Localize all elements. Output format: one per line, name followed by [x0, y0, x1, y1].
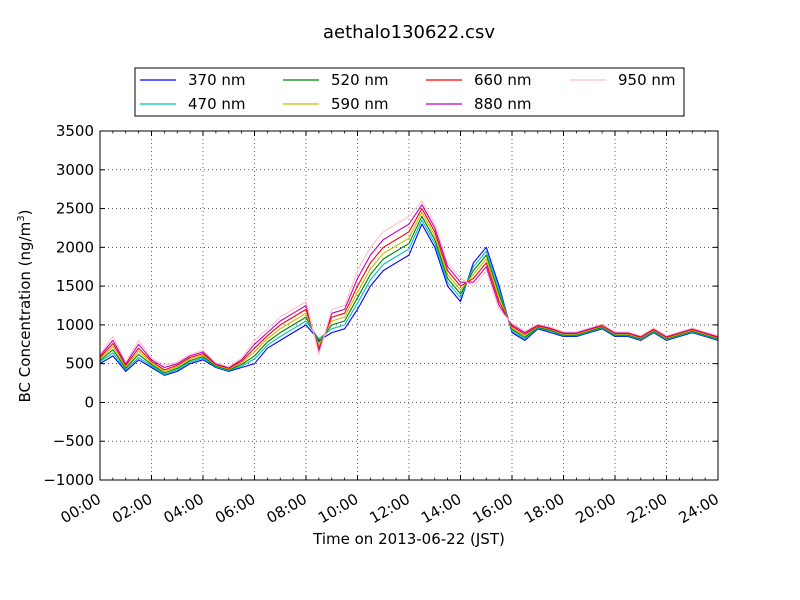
x-tick-label: 24:00 [676, 490, 722, 527]
legend-label: 880 nm [474, 95, 532, 113]
series-line [99, 211, 719, 372]
legend-label: 950 nm [618, 71, 676, 89]
legend-label: 370 nm [188, 71, 246, 89]
x-tick-label: 20:00 [573, 490, 619, 527]
x-tick-label: 22:00 [624, 490, 670, 527]
grid [99, 130, 719, 481]
y-tick-label: 1000 [56, 316, 94, 334]
legend-label: 590 nm [331, 95, 389, 113]
x-tick-label: 16:00 [470, 490, 516, 527]
x-tick-label: 06:00 [212, 490, 258, 527]
y-tick-label: 1500 [56, 277, 94, 295]
y-tick-label: −1000 [43, 471, 94, 489]
x-tick-label: 12:00 [367, 490, 413, 527]
legend-label: 660 nm [474, 71, 532, 89]
y-axis-ticks: −1000 −500 0 500 1000 1500 2000 2500 3000 3500 [43, 122, 718, 489]
y-axis-label-superscript: 3 [16, 215, 27, 221]
x-tick-label: 14:00 [418, 490, 464, 527]
series-layer [99, 200, 719, 376]
series-line [99, 204, 719, 369]
y-tick-label: 2500 [56, 200, 94, 218]
legend-label: 520 nm [331, 71, 389, 89]
y-tick-label: −500 [53, 432, 94, 450]
legend-box [134, 67, 685, 117]
legend-label: 470 nm [188, 95, 246, 113]
x-tick-label: 04:00 [161, 490, 207, 527]
y-axis-label-main: BC Concentration (ng/m [16, 222, 34, 403]
series-line [99, 215, 719, 374]
legend: 370 nm 470 nm 520 nm 590 nm 660 nm 880 nm 950 … [134, 67, 685, 117]
y-axis-label-close: ) [16, 210, 34, 216]
series-line [99, 208, 719, 371]
y-tick-label: 0 [84, 393, 94, 411]
x-axis-ticks: 00:00 02:00 04:00 06:00 08:00 10:00 12:00 14:00… [58, 131, 722, 527]
x-tick-label: 18:00 [521, 490, 567, 527]
x-axis-label: Time on 2013-06-22 (JST) [312, 530, 505, 548]
y-axis-label: BC Concentration (ng/m3) [16, 210, 34, 403]
chart-title: aethalo130622.csv [323, 22, 495, 43]
series-line [99, 219, 719, 376]
x-tick-label: 08:00 [264, 490, 310, 527]
x-tick-label: 00:00 [58, 490, 104, 527]
x-tick-label: 10:00 [315, 490, 361, 527]
series-line [99, 223, 719, 376]
y-tick-label: 500 [65, 355, 94, 373]
series-line [99, 200, 719, 368]
y-tick-label: 2000 [56, 238, 94, 256]
y-tick-label: 3000 [56, 161, 94, 179]
x-tick-label: 02:00 [109, 490, 155, 527]
y-tick-label: 3500 [56, 122, 94, 140]
